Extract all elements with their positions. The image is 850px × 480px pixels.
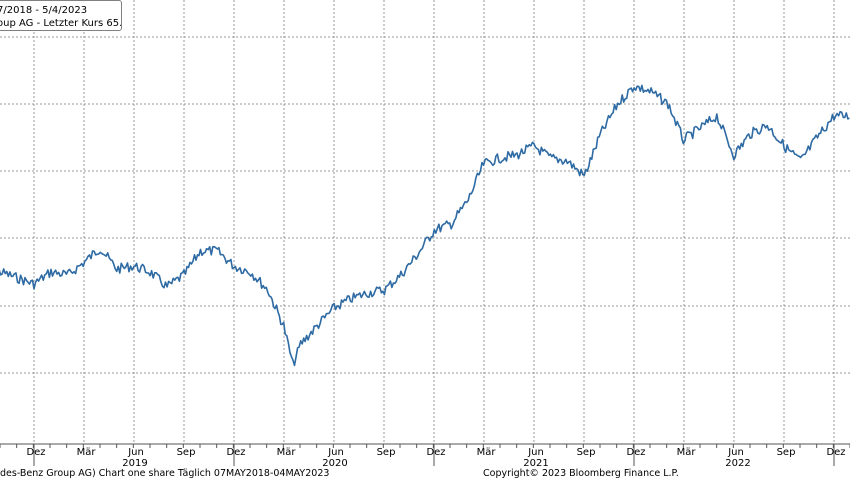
x-axis: Dez Mär Jun Sep Dez Mär Jun Sep Dez Mär Jun Sep Dez M…: [0, 443, 850, 469]
month-tick-label: Sep: [777, 447, 796, 458]
month-tick-label: Sep: [177, 447, 196, 458]
month-tick-label: Jun: [127, 447, 144, 458]
month-tick-label: Sep: [377, 447, 396, 458]
month-tick-label: Jun: [727, 447, 744, 458]
month-tick-label: Dez: [226, 447, 245, 458]
month-tick-label: Dez: [426, 447, 445, 458]
month-tick-label: Mär: [277, 447, 297, 458]
month-tick-label: Dez: [26, 447, 45, 458]
month-tick-label: Jun: [527, 447, 544, 458]
month-tick-label: Mär: [477, 447, 497, 458]
year-label: 2020: [322, 458, 347, 469]
chart-gridlines: [0, 0, 850, 444]
month-tick-label: Dez: [826, 447, 845, 458]
year-label: 2022: [725, 458, 750, 469]
month-tick-label: Jun: [327, 447, 344, 458]
month-tick-label: Mär: [77, 447, 97, 458]
month-tick-label: Dez: [626, 447, 645, 458]
year-label: 2019: [122, 458, 147, 469]
footer-copyright: Copyright© 2023 Bloomberg Finance L.P.: [483, 468, 679, 479]
year-label: 2021: [523, 458, 548, 469]
month-tick-label: Sep: [577, 447, 596, 458]
chart-legend: 7/2018 - 5/4/2023 oup AG - Letzter Kurs …: [0, 0, 122, 31]
footer-description: des-Benz Group AG) Chart one share Tägli…: [0, 468, 330, 479]
legend-date-range: 7/2018 - 5/4/2023: [0, 5, 88, 16]
price-line: [0, 84, 850, 367]
legend-last-price: oup AG - Letzter Kurs 65.06: [0, 18, 122, 29]
month-tick-label: Mär: [677, 447, 697, 458]
price-series: [0, 84, 850, 367]
